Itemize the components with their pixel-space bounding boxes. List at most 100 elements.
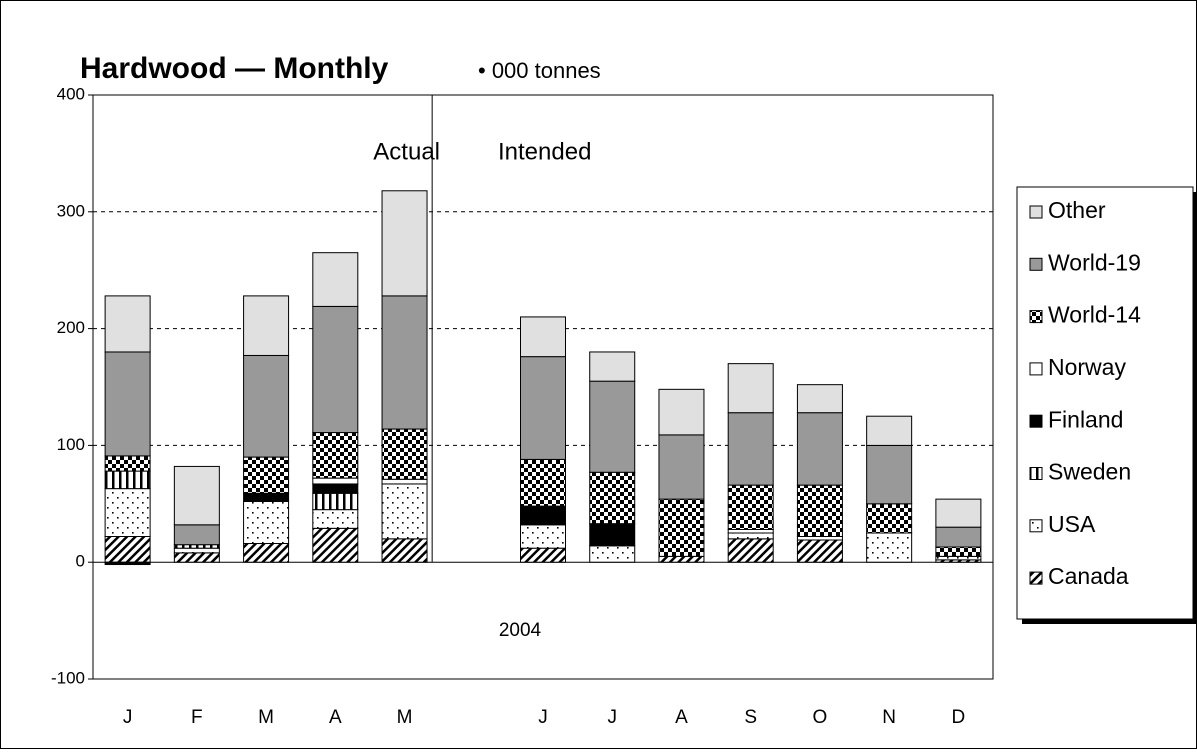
bar-segment	[589, 545, 636, 563]
bar-segment	[312, 527, 359, 563]
x-tick-label: S	[744, 707, 757, 728]
legend-label: USA	[1048, 511, 1096, 537]
x-tick-label: M	[397, 707, 413, 728]
x-tick-label: A	[329, 707, 342, 728]
bar-segment	[727, 538, 774, 563]
bar-segment	[520, 356, 566, 460]
bar-segment	[520, 505, 566, 526]
bar-segment	[173, 547, 220, 554]
bar-segment	[312, 509, 359, 529]
legend-swatch	[1029, 362, 1043, 376]
bar-segment	[104, 536, 151, 563]
bar-segment	[727, 484, 774, 530]
legend-label: Canada	[1048, 563, 1129, 589]
x-tick-label: M	[258, 707, 274, 728]
x-tick-label: F	[191, 707, 203, 728]
bar-segment	[935, 546, 982, 557]
x-tick-label: A	[675, 707, 688, 728]
bar-segment	[104, 455, 151, 472]
bar-segment	[658, 388, 705, 436]
bar-segment	[589, 471, 636, 525]
bar-segment	[658, 498, 705, 557]
legend-swatch	[1029, 310, 1043, 324]
bar-segment	[104, 561, 151, 566]
bar-segment	[935, 526, 982, 548]
legend-swatch	[1029, 571, 1043, 585]
legend-swatch	[1029, 414, 1043, 428]
bar-segment	[243, 492, 290, 502]
bar-segment	[796, 384, 843, 414]
legend	[1016, 186, 1194, 620]
bar-segment	[104, 295, 151, 353]
legend-swatch	[1029, 519, 1043, 533]
bar-segment	[381, 483, 428, 540]
bar-segment	[520, 547, 566, 563]
annotation: Intended	[498, 138, 591, 165]
legend-swatch	[1029, 205, 1043, 219]
bar-segment	[312, 252, 359, 307]
bar-segment	[796, 484, 843, 538]
bar-segment	[104, 470, 151, 490]
bar-segment	[173, 524, 220, 546]
bar-segment	[866, 444, 913, 505]
legend-label: Sweden	[1048, 459, 1131, 485]
bar-segment	[104, 351, 151, 457]
legend-label: World-19	[1048, 249, 1141, 275]
bar-segment	[589, 523, 636, 547]
bar-segment	[935, 555, 982, 561]
bar-segment	[381, 190, 428, 297]
bar-segment	[658, 555, 705, 563]
bar-segment	[796, 536, 843, 541]
x-tick-label: J	[123, 707, 133, 728]
bar-segment	[520, 316, 566, 358]
annotation: Actual	[373, 138, 440, 165]
x-tick-label: J	[538, 707, 548, 728]
y-tick-label: 100	[57, 435, 85, 454]
bar-segment	[658, 434, 705, 500]
bar-segment	[381, 538, 428, 563]
x-tick-label: N	[882, 707, 896, 728]
bar-segment	[104, 488, 151, 538]
bar-segment	[173, 465, 220, 526]
y-tick-label: 0	[76, 552, 85, 571]
annotation: 2004	[499, 620, 542, 641]
bar-segment	[520, 458, 566, 507]
x-tick-label: J	[607, 707, 617, 728]
x-tick-label: O	[813, 707, 828, 728]
legend-label: Norway	[1048, 354, 1126, 380]
y-tick-label: 200	[57, 318, 85, 337]
bar-segment	[727, 412, 774, 486]
bar-segment	[589, 380, 636, 473]
bar-segment	[935, 498, 982, 528]
plot-area	[92, 94, 994, 680]
chart-subtitle: • 000 tonnes	[478, 58, 601, 83]
chart-title: Hardwood — Monthly	[80, 52, 389, 85]
bar-segment	[173, 552, 220, 563]
bar-segment	[312, 477, 359, 485]
bar-segment	[381, 478, 428, 485]
legend-swatch	[1029, 467, 1043, 480]
legend-swatch	[1029, 257, 1043, 271]
bar-segment	[381, 295, 428, 430]
bar-segment	[243, 456, 290, 494]
legend-label: World-14	[1048, 302, 1141, 328]
bar-segment	[796, 539, 843, 563]
bar-segment	[243, 295, 290, 356]
bar-segment	[727, 532, 774, 540]
bar-segment	[312, 492, 359, 511]
bar-segment	[312, 483, 359, 494]
legend-label: Other	[1048, 197, 1106, 223]
y-tick-label: -100	[51, 668, 85, 687]
bar-segment	[520, 524, 566, 549]
bar-segment	[866, 532, 913, 563]
bar-segment	[173, 544, 220, 549]
bar-segment	[866, 503, 913, 534]
bar-segment	[243, 543, 290, 563]
bar-segment	[796, 412, 843, 486]
y-tick-label: 400	[57, 84, 85, 103]
bar-segment	[589, 351, 636, 382]
bar-segment	[727, 363, 774, 414]
bar-segment	[312, 432, 359, 479]
bar-segment	[312, 305, 359, 434]
